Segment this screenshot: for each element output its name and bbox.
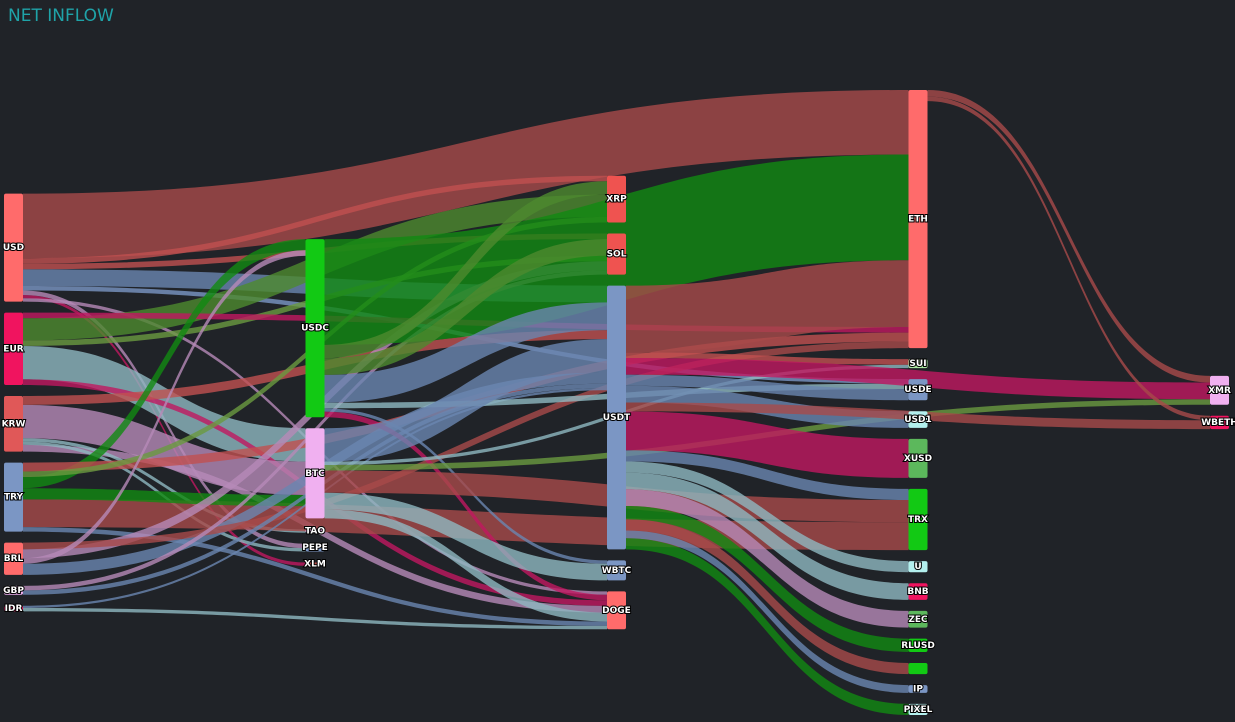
node (908, 379, 928, 401)
node (908, 411, 928, 428)
node (908, 610, 928, 628)
node-label: ETH (908, 215, 928, 225)
node (908, 438, 928, 478)
link (626, 461, 909, 573)
node-label: TRY (4, 493, 24, 503)
link (626, 411, 909, 478)
node-label: ZEC (908, 615, 928, 625)
link (626, 505, 909, 652)
link (324, 181, 607, 359)
node (1210, 415, 1229, 430)
node (908, 90, 928, 349)
link (23, 239, 306, 489)
node-label: USDC (301, 324, 329, 334)
node-label: USD (3, 243, 24, 253)
link (626, 530, 909, 693)
link (927, 96, 1210, 421)
link (927, 90, 1210, 383)
link (23, 607, 607, 630)
node (4, 585, 23, 595)
node (607, 175, 626, 223)
node (1210, 375, 1229, 405)
link (23, 341, 909, 550)
node (607, 560, 626, 581)
link (23, 438, 306, 533)
node-label: IDR (5, 604, 23, 614)
node-label: GBP (3, 586, 24, 596)
link (23, 294, 306, 566)
node-label: RLUSD (901, 641, 935, 651)
node (305, 562, 325, 566)
node (908, 561, 928, 573)
node-label: BNB (907, 587, 928, 597)
node-label: U (914, 562, 921, 572)
node (4, 605, 23, 612)
node-label: USD1 (904, 415, 932, 425)
link (324, 239, 607, 375)
link (23, 488, 306, 507)
link (626, 519, 909, 675)
node (305, 529, 325, 533)
node-label: SOL (607, 250, 627, 260)
node-label: XRP (606, 195, 627, 205)
node-label: XLM (304, 560, 326, 570)
node-label: XUSD (904, 454, 932, 464)
link (626, 450, 909, 501)
link (324, 411, 607, 601)
node-label: XMR (1208, 386, 1231, 396)
nodes: USD EUR KRW TRY BRL GBP IDR USDC BTC TAO PEPE XLM XR… (1, 90, 1235, 716)
link (626, 538, 909, 715)
node-label: EUR (3, 344, 23, 354)
node (305, 239, 325, 418)
node (607, 591, 626, 630)
node (4, 462, 23, 532)
link (324, 302, 607, 403)
node (607, 285, 626, 550)
link (23, 527, 607, 626)
node-label: IP (913, 684, 923, 694)
node (908, 583, 928, 600)
link (23, 250, 306, 564)
chart-title: NET INFLOW (8, 6, 114, 26)
link (626, 374, 909, 401)
node (908, 703, 928, 715)
link (626, 357, 1210, 400)
node (908, 638, 928, 652)
node (4, 312, 23, 385)
node-label: PEPE (302, 543, 328, 553)
node-label: SUI (909, 359, 926, 369)
node-label: BTC (305, 469, 325, 479)
node-label: PIXEL (904, 705, 933, 715)
node (908, 662, 928, 675)
node-label: WBETH (1201, 418, 1235, 428)
link (324, 339, 607, 462)
link (626, 260, 909, 353)
node (305, 543, 325, 552)
link (626, 472, 909, 600)
node-label: WBTC (602, 566, 632, 576)
node-label: TAO (305, 527, 325, 537)
link (626, 352, 909, 365)
node-label: USDE (904, 385, 931, 395)
node (4, 395, 23, 452)
link (324, 509, 607, 622)
link (626, 489, 909, 628)
node (908, 488, 928, 551)
node-label: BRL (4, 554, 24, 564)
node (908, 685, 928, 693)
node (908, 359, 928, 369)
node-label: KRW (2, 419, 26, 429)
node-label: TRX (908, 515, 928, 525)
link (23, 90, 909, 259)
node (4, 542, 23, 575)
link (23, 175, 607, 264)
link (324, 492, 607, 581)
node-label: DOGE (602, 606, 631, 616)
node-label: USDT (603, 413, 631, 423)
node (4, 193, 23, 302)
node (607, 233, 626, 275)
node (305, 428, 325, 519)
